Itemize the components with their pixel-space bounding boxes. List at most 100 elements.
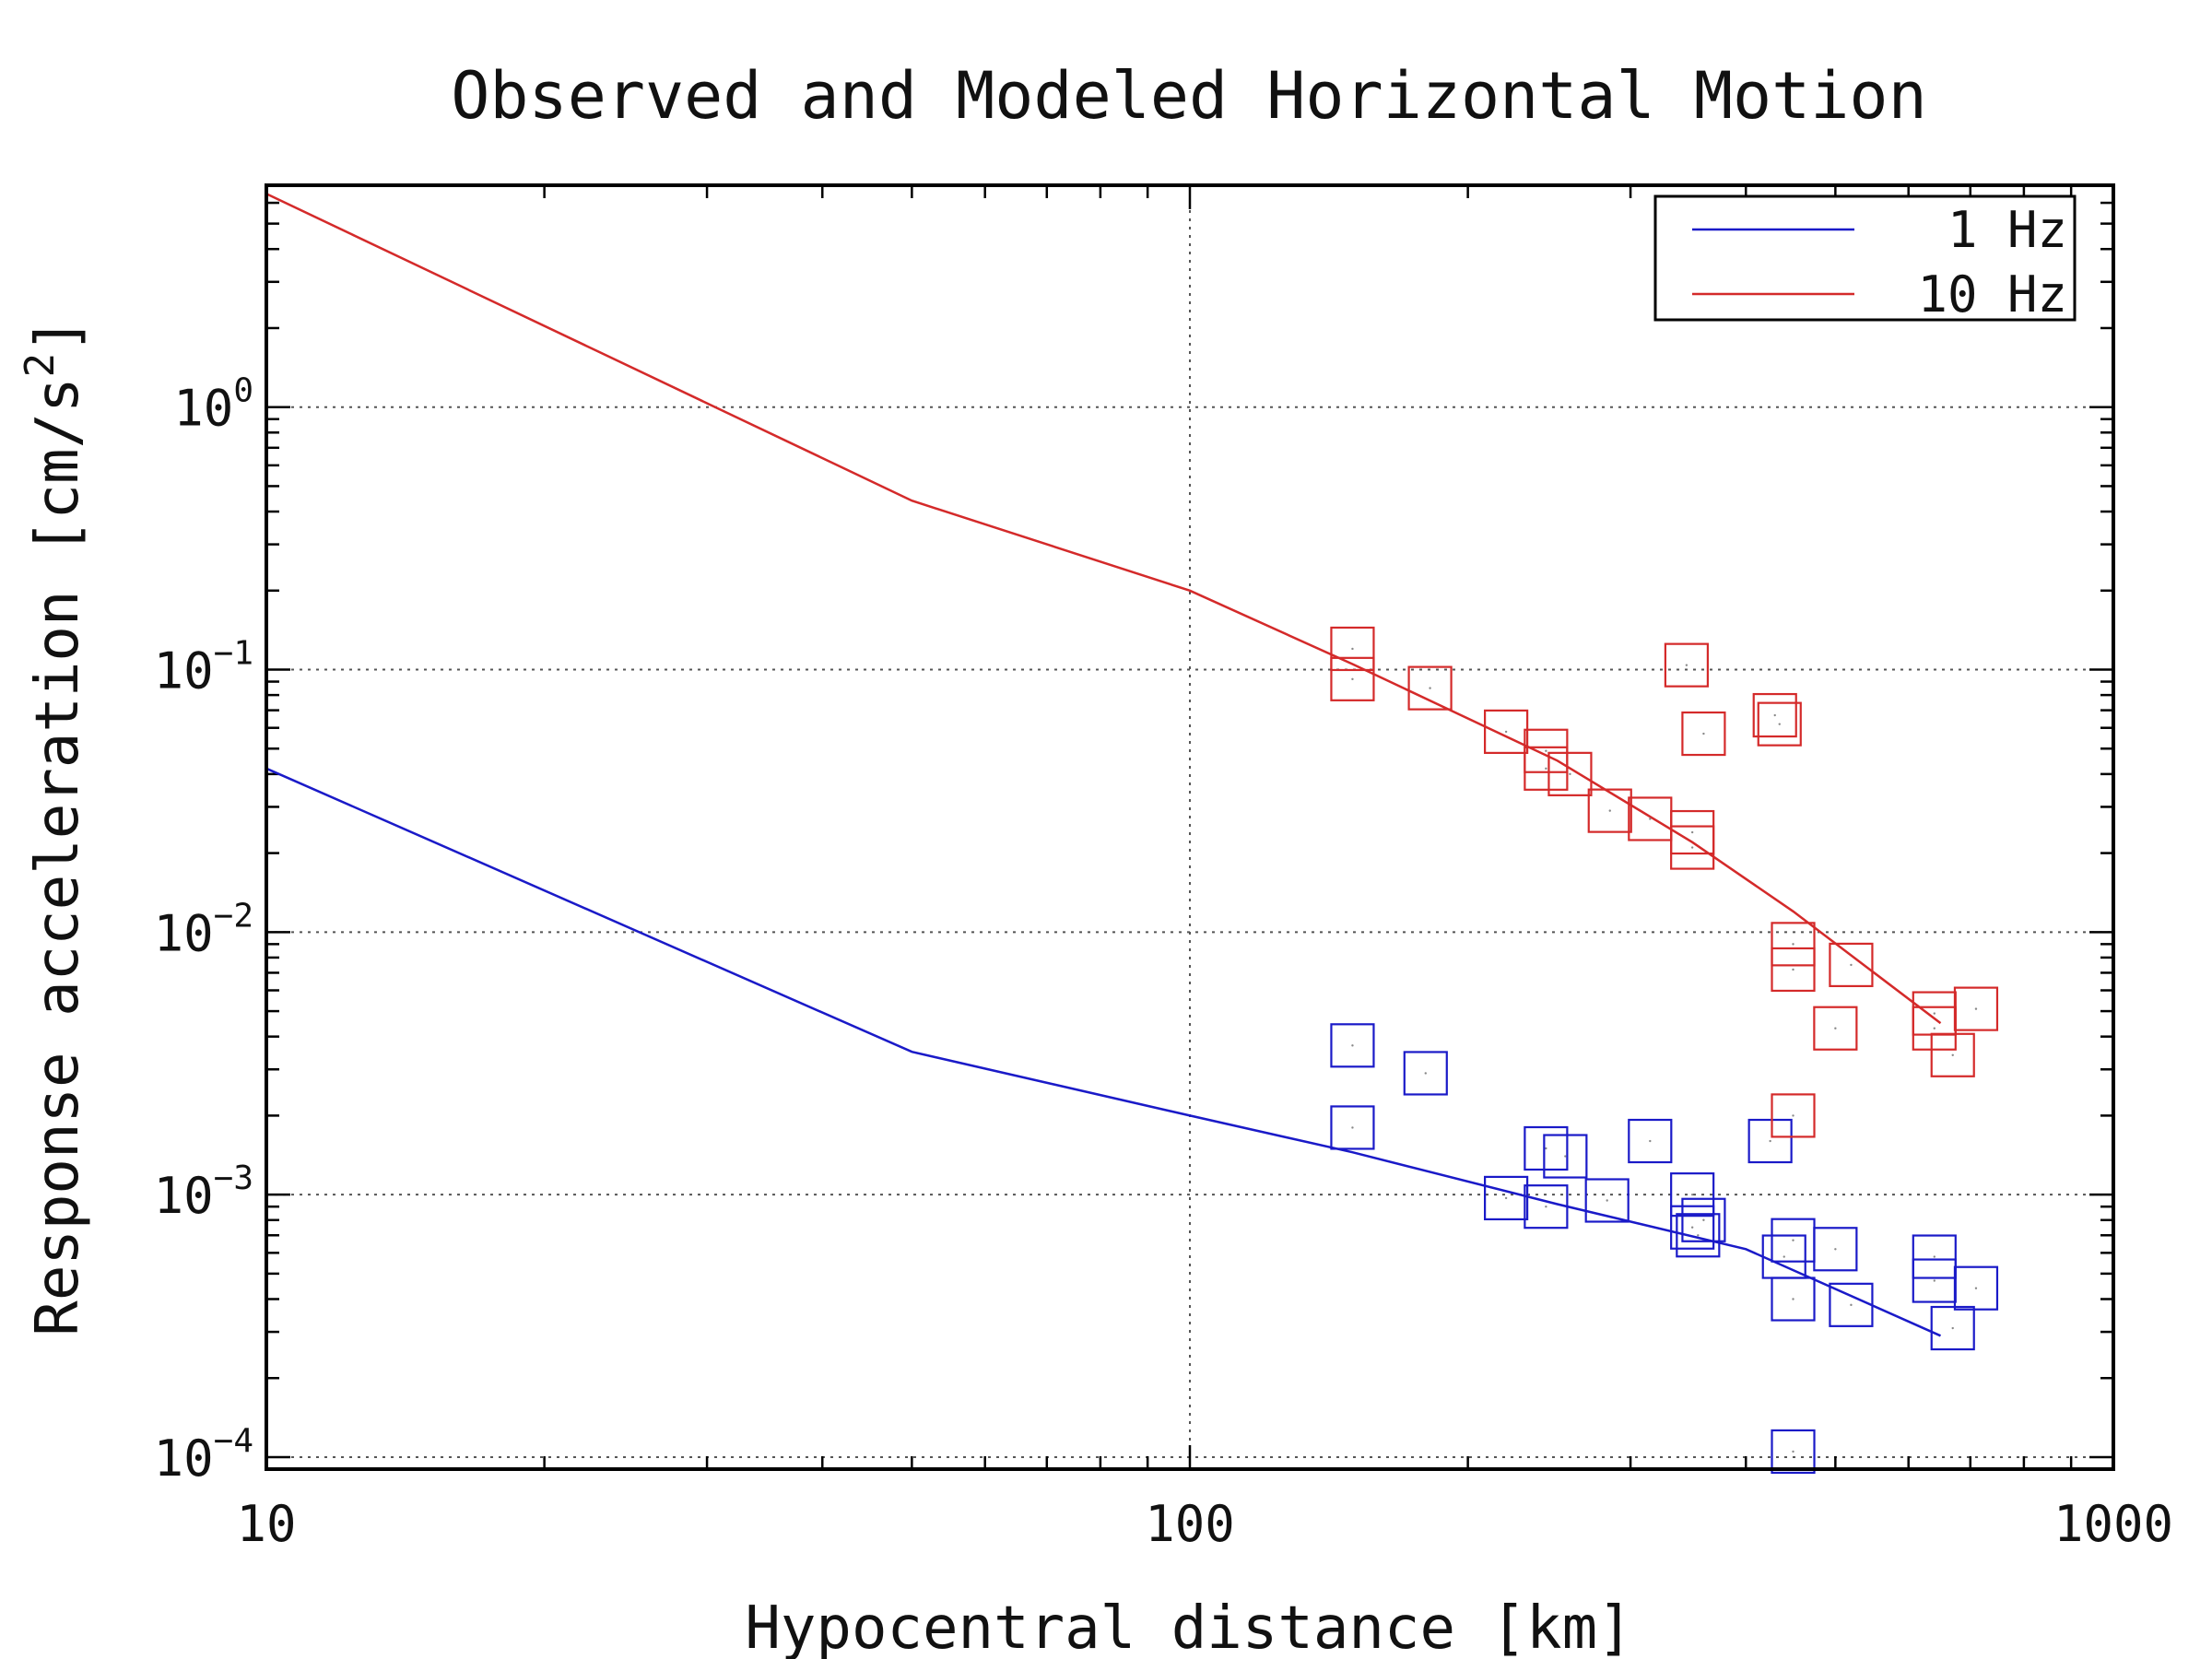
data-point bbox=[1771, 922, 1816, 967]
data-point-center bbox=[1504, 730, 1508, 734]
data-point bbox=[1524, 1184, 1569, 1230]
data-point-center bbox=[1951, 1053, 1954, 1056]
data-point-center bbox=[1773, 713, 1776, 717]
legend: 1 Hz 10 Hz bbox=[1653, 194, 2077, 324]
series-0 bbox=[265, 767, 1999, 1475]
data-point bbox=[1543, 1134, 1588, 1179]
data-point bbox=[1403, 1051, 1448, 1096]
y-tick-label: 10−1 bbox=[154, 635, 253, 700]
data-point bbox=[1813, 1006, 1858, 1051]
data-point bbox=[1330, 626, 1375, 672]
x-tick-label: 10 bbox=[236, 1495, 296, 1553]
data-point bbox=[1584, 1178, 1630, 1223]
data-point bbox=[1587, 788, 1632, 833]
data-point-center bbox=[1569, 772, 1571, 776]
data-point-center bbox=[1351, 677, 1354, 681]
data-point bbox=[1330, 656, 1375, 701]
data-point-center bbox=[1429, 687, 1431, 689]
data-point bbox=[1771, 1429, 1816, 1475]
data-point-center bbox=[1690, 846, 1694, 849]
data-point-center bbox=[1690, 1226, 1694, 1229]
data-point-center bbox=[1608, 809, 1611, 812]
data-point bbox=[1330, 1023, 1375, 1068]
data-point-center bbox=[1933, 1012, 1936, 1015]
data-point-center bbox=[1545, 767, 1547, 771]
tick-labels: 10 100 1000 10−4 10−3 10−2 10−1 100 bbox=[154, 372, 2173, 1553]
data-point bbox=[1829, 1282, 1874, 1327]
data-point bbox=[1670, 825, 1715, 870]
data-point-center bbox=[1792, 1450, 1794, 1453]
data-point-center bbox=[1792, 1298, 1794, 1300]
data-point-center bbox=[1933, 1027, 1936, 1030]
data-point bbox=[1757, 701, 1802, 747]
data-point bbox=[1330, 1105, 1375, 1150]
data-point-center bbox=[1834, 1248, 1837, 1251]
data-point bbox=[1484, 709, 1529, 754]
data-point-center bbox=[1351, 1044, 1354, 1047]
data-point-center bbox=[1769, 1139, 1771, 1143]
data-point-center bbox=[1850, 963, 1853, 967]
data-point-center bbox=[1606, 1199, 1608, 1202]
plot-area bbox=[265, 193, 1999, 1475]
data-point bbox=[1771, 1277, 1816, 1322]
plot-frame bbox=[265, 183, 2115, 1471]
data-point-center bbox=[1685, 664, 1688, 666]
data-point-center bbox=[1351, 1126, 1354, 1129]
data-point-center bbox=[1951, 1326, 1954, 1330]
data-point-center bbox=[1351, 647, 1354, 651]
y-tick-label: 100 bbox=[173, 372, 253, 438]
data-point-center bbox=[1564, 1155, 1567, 1158]
data-point bbox=[1524, 1125, 1569, 1171]
data-point-center bbox=[1974, 1287, 1978, 1289]
data-point bbox=[1771, 947, 1816, 993]
grid bbox=[266, 185, 2113, 1469]
data-point-center bbox=[1792, 968, 1794, 971]
data-point bbox=[1676, 1213, 1721, 1258]
data-point-center bbox=[1778, 723, 1781, 725]
series-1 bbox=[265, 193, 1999, 1138]
legend-label: 1 Hz bbox=[1947, 201, 2067, 259]
legend-box bbox=[1653, 194, 2077, 322]
model-line bbox=[265, 767, 1942, 1337]
data-point-center bbox=[1933, 1279, 1936, 1282]
data-point bbox=[1628, 1118, 1673, 1164]
data-point-center bbox=[1702, 1218, 1705, 1221]
ticks bbox=[266, 185, 2113, 1469]
chart-title: Observed and Modeled Horizontal Motion bbox=[451, 58, 1926, 134]
data-point-center bbox=[1649, 818, 1652, 820]
y-tick-label: 10−3 bbox=[154, 1159, 253, 1225]
data-point bbox=[1524, 746, 1569, 791]
data-point bbox=[1664, 642, 1709, 688]
data-point bbox=[1484, 1175, 1529, 1221]
data-point-center bbox=[1792, 943, 1794, 946]
data-point-center bbox=[1783, 1255, 1785, 1258]
data-point-center bbox=[1933, 1255, 1936, 1258]
data-point-center bbox=[1649, 1139, 1652, 1143]
legend-label: 10 Hz bbox=[1917, 265, 2067, 324]
data-point bbox=[1930, 1032, 1975, 1077]
data-point-center bbox=[1545, 749, 1547, 752]
data-point bbox=[1752, 692, 1797, 738]
data-point-center bbox=[1702, 732, 1705, 735]
data-point-center bbox=[1850, 1303, 1853, 1307]
data-point bbox=[1670, 1205, 1715, 1250]
data-point-center bbox=[1504, 1196, 1508, 1200]
data-point-center bbox=[1974, 1007, 1978, 1010]
data-point bbox=[1953, 986, 1999, 1031]
data-point bbox=[1930, 1305, 1975, 1351]
y-tick-label: 10−4 bbox=[154, 1422, 253, 1488]
data-point bbox=[1747, 1118, 1793, 1164]
data-point-center bbox=[1545, 1205, 1547, 1208]
x-tick-label: 1000 bbox=[2053, 1495, 2173, 1553]
y-axis-label: Response acceleration [cm/s2] bbox=[17, 317, 92, 1335]
y-tick-label: 10−2 bbox=[154, 897, 253, 962]
data-point-center bbox=[1834, 1027, 1837, 1030]
x-tick-label: 100 bbox=[1145, 1495, 1235, 1553]
data-point-center bbox=[1697, 1234, 1700, 1237]
data-point-center bbox=[1424, 1072, 1427, 1075]
data-point-center bbox=[1545, 1147, 1547, 1150]
data-point-center bbox=[1690, 830, 1694, 834]
model-line bbox=[265, 193, 1942, 1025]
x-axis-label: Hypocentral distance [km] bbox=[745, 1594, 1632, 1659]
